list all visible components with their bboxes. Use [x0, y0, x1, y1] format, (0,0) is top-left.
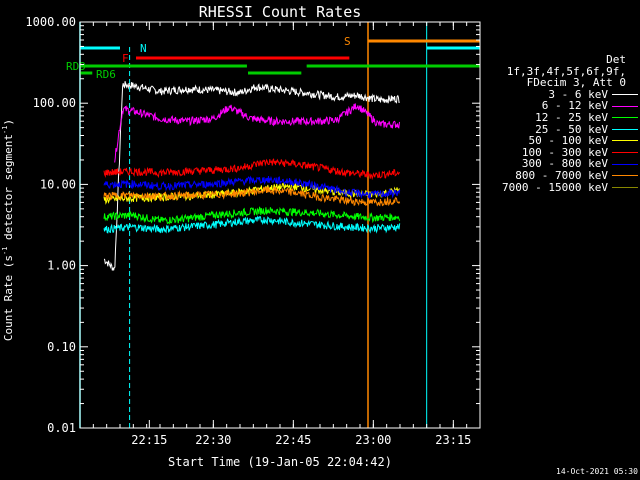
x-tick-label: 22:45 [275, 433, 311, 447]
x-tick-label: 22:30 [195, 433, 231, 447]
legend-entry: 50 - 100 keV [484, 135, 638, 147]
y-tick-label: 0.10 [47, 340, 76, 354]
y-tick-label: 0.01 [47, 421, 76, 435]
legend-entry-label: 300 - 800 keV [521, 157, 608, 171]
legend-entry-label: 100 - 300 keV [521, 145, 608, 159]
legend-swatch [612, 128, 638, 130]
series-layer [103, 81, 401, 271]
legend-entry: 3 - 6 keV [484, 89, 638, 101]
legend-entry: 7000 - 15000 keV [484, 180, 638, 194]
x-axis-label: Start Time (19-Jan-05 22:04:42) [168, 455, 392, 469]
legend-header-2: FDecim 3, Att 0 [526, 76, 626, 90]
legend-entry: 25 - 50 keV [484, 122, 638, 136]
series-line-100-300-kev [103, 158, 401, 181]
flag-label-F: F [122, 52, 129, 65]
legend-entry: 300 - 800 keV [484, 158, 638, 170]
x-tick-label: 22:15 [131, 433, 167, 447]
legend-swatch [612, 186, 638, 188]
legend-swatch [612, 117, 638, 119]
legend-swatch [612, 152, 638, 154]
legend-entry: 100 - 300 keV [484, 147, 638, 159]
y-tick-label: 100.00 [33, 96, 76, 110]
chart-title: RHESSI Count Rates [199, 3, 362, 21]
legend-entry-label: 12 - 25 keV [535, 110, 608, 124]
legend-entry-label: 7000 - 15000 keV [502, 180, 608, 194]
flag-label-N: N [140, 42, 147, 55]
legend-rows: 3 - 6 keV 6 - 12 keV 12 - 25 keV 25 - 50 ke… [484, 89, 638, 193]
series-line-6-12-kev [114, 103, 400, 163]
legend-entry-label: 50 - 100 keV [528, 134, 608, 148]
x-tick-label: 23:15 [435, 433, 471, 447]
axes-layer: 0.01 0.10 1.00 10.00 100.00 1000.00 22:15 22:30… [25, 15, 481, 447]
legend-swatch [612, 140, 638, 142]
x-tick-label: 23:00 [355, 433, 391, 447]
legend-swatch [612, 94, 638, 96]
legend-header-1: Det 1f,3f,4f,5f,6f,9f, [506, 53, 626, 78]
legend-entry: 12 - 25 keV [484, 112, 638, 124]
legend-entry-label: 6 - 12 keV [541, 99, 608, 113]
series-line-25-50-kev [103, 215, 401, 234]
series-line-12-25-kev [103, 206, 401, 225]
series-line-800-7000-kev [103, 186, 401, 207]
legend-swatch [612, 105, 638, 107]
legend: Det 1f,3f,4f,5f,6f,9f, FDecim 3, Att 0 3… [484, 54, 638, 193]
y-tick-label: 1000.00 [25, 15, 76, 29]
plot-frame [79, 21, 481, 429]
legend-swatch [612, 175, 638, 177]
flag-label-RD6: RD6 [96, 68, 116, 81]
flags-layer: NF S RD9 RD6 [66, 22, 481, 428]
legend-entry-label: 25 - 50 keV [535, 122, 608, 136]
y-tick-label: 1.00 [47, 259, 76, 273]
flag-label-RD9: RD9 [66, 60, 86, 73]
series-line-3-6-kev [103, 81, 400, 271]
legend-entry: 6 - 12 keV [484, 100, 638, 112]
legend-entry-label: 3 - 6 keV [548, 87, 608, 101]
y-axis-label: Count Rate (s-1 detector segment-1) [1, 119, 15, 341]
flag-label-S: S [344, 35, 351, 48]
footer-timestamp: 14-Oct-2021 05:30 [556, 467, 638, 476]
series-line-300-800-kev [103, 175, 401, 200]
y-tick-label: 10.00 [40, 177, 76, 191]
legend-entry-label: 800 - 7000 keV [515, 168, 608, 182]
legend-entry: 800 - 7000 keV [484, 170, 638, 182]
legend-swatch [612, 163, 638, 165]
